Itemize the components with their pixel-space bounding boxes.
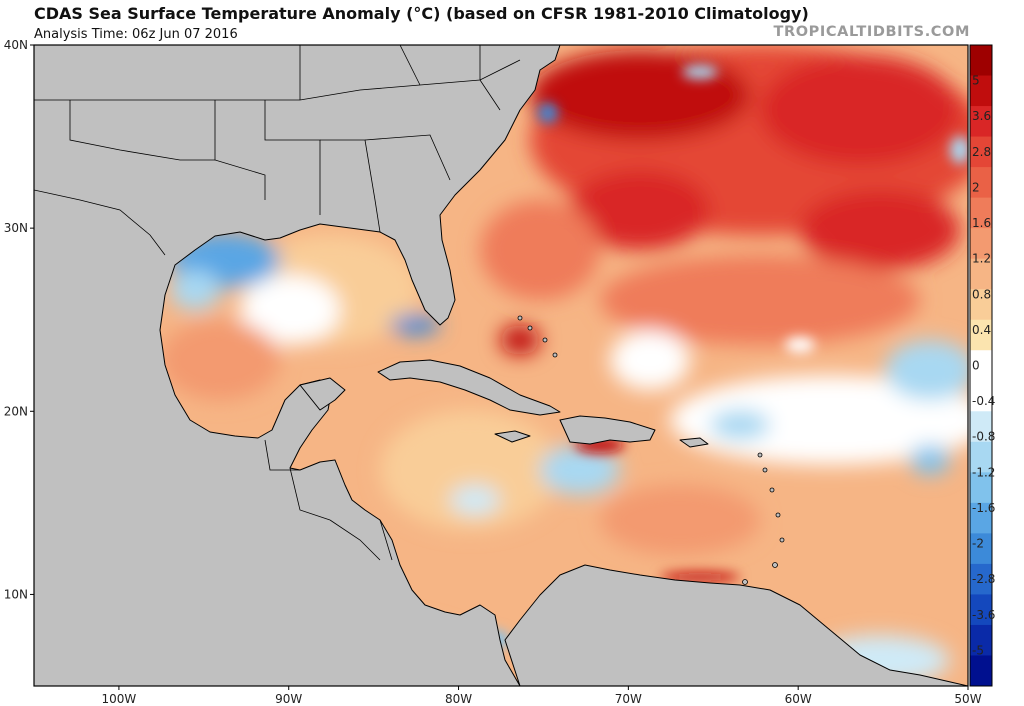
- colorbar-swatch: [970, 136, 992, 168]
- colorbar-label: -0.8: [972, 430, 995, 444]
- colorbar-swatch: [970, 45, 992, 77]
- colorbar-label: -5: [972, 643, 984, 657]
- colorbar-swatch: [970, 197, 992, 229]
- colorbar-label: -2.8: [972, 572, 995, 586]
- south-america-land: [504, 564, 968, 686]
- colorbar-label: -0.4: [972, 394, 995, 408]
- colorbar: 5 3.6 2.8 2 1.6 1.2 0.8 0.4 0 -0.4 -0.8 -1.2 -1.6 -2 -…: [969, 44, 995, 687]
- colorbar-swatch: [970, 472, 992, 504]
- colorbar-swatch: [970, 106, 992, 138]
- hispaniola-land: [559, 415, 656, 445]
- political-borders: [34, 45, 521, 561]
- colorbar-label: 0: [972, 359, 980, 373]
- map-plot-area: [34, 45, 968, 686]
- colorbar-swatch: [970, 380, 992, 412]
- lon-tick-label: 50W: [954, 692, 981, 706]
- colorbar-swatch: [970, 624, 992, 656]
- lat-tick-label: 20N: [4, 404, 28, 418]
- land-masses: [34, 45, 968, 686]
- north-america-land: [34, 45, 561, 686]
- small-islands: [517, 315, 785, 585]
- colorbar-label: -1.2: [972, 465, 995, 479]
- colorbar-label: 1.2: [972, 252, 991, 266]
- colorbar-label: 2.8: [972, 145, 991, 159]
- colorbar-label: -1.6: [972, 501, 995, 515]
- latitude-ticks: 40N 30N 20N 10N: [4, 38, 34, 601]
- lat-tick-label: 10N: [4, 587, 28, 601]
- colorbar-swatch: [970, 563, 992, 595]
- site-credit: TROPICALTIDBITS.COM: [773, 24, 970, 40]
- jamaica-land: [494, 430, 531, 443]
- colorbar-label: -2: [972, 537, 984, 551]
- lon-tick-label: 90W: [275, 692, 302, 706]
- colorbar-swatch: [970, 533, 992, 565]
- colorbar-swatch: [970, 167, 992, 199]
- colorbar-swatch: [970, 411, 992, 443]
- colorbar-swatch: [970, 319, 992, 351]
- colorbar-swatch: [970, 228, 992, 260]
- colorbar-label: 2: [972, 180, 980, 194]
- colorbar-swatch: [970, 289, 992, 321]
- longitude-ticks: 100W 90W 80W 70W 60W 50W: [102, 686, 982, 706]
- colorbar-swatch: [970, 350, 992, 382]
- lon-tick-label: 60W: [785, 692, 812, 706]
- colorbar-swatch: [970, 75, 992, 107]
- colorbar-swatch: [970, 441, 992, 473]
- yucatan-land: [299, 377, 346, 411]
- colorbar-label: 0.8: [972, 287, 991, 301]
- puerto-rico-land: [679, 437, 709, 448]
- colorbar-label: 5: [972, 74, 980, 88]
- colorbar-swatch: [970, 258, 992, 290]
- lat-tick-label: 40N: [4, 38, 28, 52]
- cuba-land: [377, 359, 561, 416]
- map-frame: [33, 44, 969, 687]
- lon-tick-label: 100W: [102, 692, 137, 706]
- lon-tick-label: 80W: [445, 692, 472, 706]
- lat-tick-label: 30N: [4, 221, 28, 235]
- map-title: CDAS Sea Surface Temperature Anomaly (°C…: [34, 4, 809, 23]
- colorbar-swatch: [970, 655, 992, 687]
- lon-tick-label: 70W: [615, 692, 642, 706]
- colorbar-label: -3.6: [972, 608, 995, 622]
- colorbar-label: 3.6: [972, 109, 991, 123]
- analysis-time: Analysis Time: 06z Jun 07 2016: [34, 27, 238, 42]
- colorbar-label: 1.6: [972, 216, 991, 230]
- colorbar-swatch: [970, 502, 992, 534]
- colorbar-frame: [969, 44, 993, 687]
- colorbar-label: 0.4: [972, 323, 991, 337]
- colorbar-swatch: [970, 594, 992, 626]
